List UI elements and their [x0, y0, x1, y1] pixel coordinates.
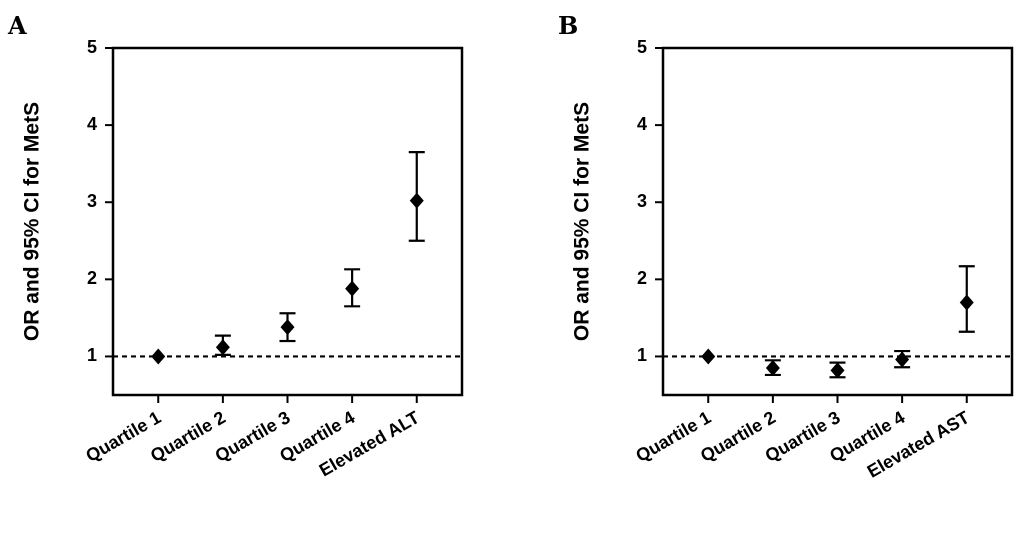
y-tick-label: 4: [637, 114, 647, 134]
y-tick-label: 5: [87, 37, 97, 57]
y-tick-label: 2: [87, 268, 97, 288]
y-tick-label: 1: [637, 345, 647, 365]
y-tick-label: 1: [87, 345, 97, 365]
data-point-marker: [830, 362, 845, 379]
y-axis-label: OR and 95% CI for MetS: [571, 102, 594, 341]
data-point-marker: [895, 351, 910, 368]
data-point-marker: [345, 280, 360, 297]
panel-label: A: [7, 11, 27, 40]
y-tick-label: 4: [87, 114, 97, 134]
y-tick-label: 2: [637, 268, 647, 288]
data-point-marker: [151, 348, 166, 365]
data-point-marker: [701, 348, 716, 365]
data-point-marker: [765, 360, 780, 377]
plot-frame: [661, 46, 1014, 397]
data-point-marker: [280, 319, 295, 336]
panel-label: B: [558, 11, 578, 40]
plot-frame: [111, 46, 464, 397]
y-tick-label: 3: [87, 191, 97, 211]
y-tick-label: 3: [637, 191, 647, 211]
data-point-marker: [215, 339, 230, 356]
data-point-marker: [409, 192, 424, 209]
y-axis-label: OR and 95% CI for MetS: [21, 102, 44, 341]
data-point-marker: [959, 294, 974, 311]
y-tick-label: 5: [637, 37, 647, 57]
